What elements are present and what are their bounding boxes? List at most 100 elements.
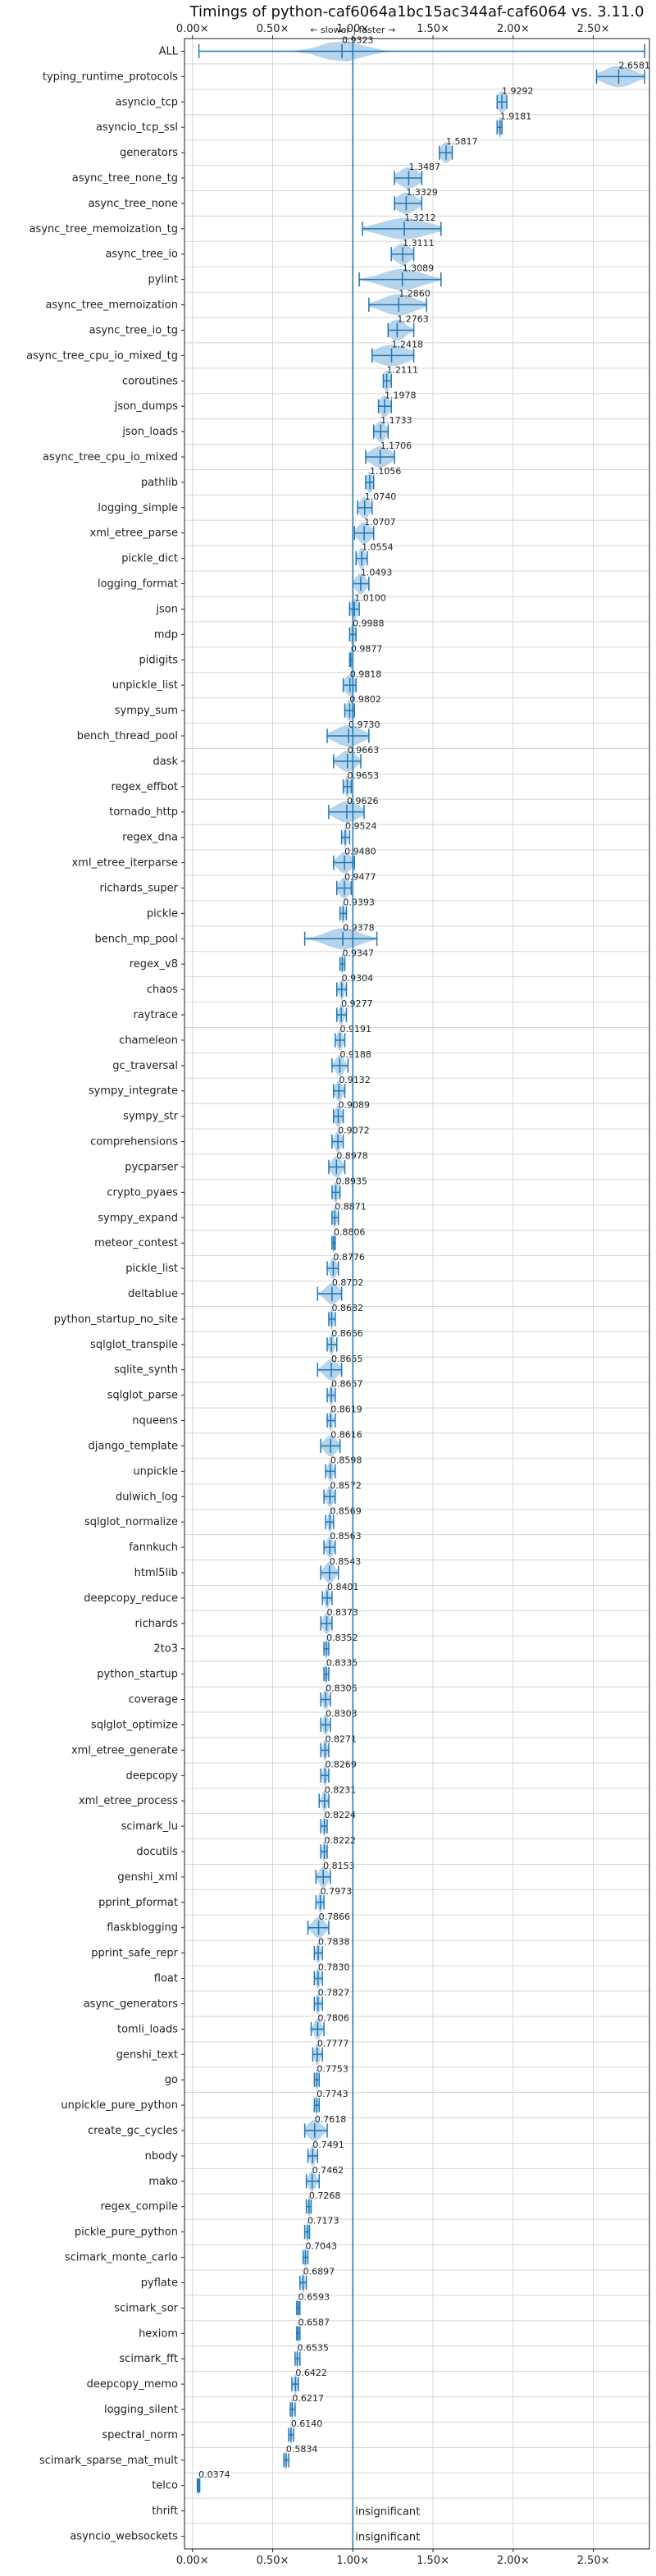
benchmark-label: async_generators <box>84 1998 179 2010</box>
benchmark-label: async_tree_io_tg <box>89 324 178 336</box>
benchmark-label: deepcopy <box>125 1770 178 1782</box>
benchmark-label: sqlglot_transpile <box>90 1339 178 1351</box>
value-label: 1.1056 <box>370 466 402 477</box>
benchmark-label: pickle <box>147 907 178 920</box>
value-label: 0.7743 <box>317 2089 348 2099</box>
value-label: 1.0740 <box>365 491 397 502</box>
value-label: 0.8598 <box>330 1455 362 1465</box>
value-label: 0.8572 <box>330 1480 362 1491</box>
benchmark-label: pathlib <box>141 477 178 489</box>
value-label: 0.8373 <box>326 1607 358 1618</box>
benchmark-label: raytrace <box>133 1009 178 1021</box>
x-tick-label-bottom: 0.00× <box>176 2555 209 2567</box>
benchmark-label: thrift <box>152 2505 178 2518</box>
x-tick-label-bottom: 0.50× <box>257 2555 289 2567</box>
benchmark-label: regex_dna <box>122 832 178 844</box>
value-label: 1.9292 <box>502 85 534 96</box>
benchmark-label: asyncio_tcp_ssl <box>96 121 178 134</box>
benchmark-label: unpickle <box>133 1465 178 1478</box>
benchmark-label: logging_silent <box>104 2404 178 2416</box>
value-label: 0.6897 <box>303 2267 335 2277</box>
value-label: 1.2111 <box>387 364 419 375</box>
value-label: 0.8935 <box>335 1176 367 1186</box>
benchmark-label: json <box>155 603 178 615</box>
benchmark-label: sympy_str <box>123 1111 178 1123</box>
benchmark-label: sqlite_synth <box>114 1364 178 1377</box>
benchmark-label: crypto_pyaes <box>107 1186 178 1199</box>
value-label: 0.6535 <box>298 2342 330 2353</box>
benchmark-label: go <box>165 2074 178 2086</box>
value-label: 0.7777 <box>317 2038 349 2048</box>
value-label: 0.7491 <box>312 2140 344 2150</box>
value-label: 0.9730 <box>348 719 380 730</box>
benchmark-label: dask <box>153 756 178 768</box>
benchmark-label: 2to3 <box>153 1643 178 1656</box>
benchmark-label: pickle_pure_python <box>75 2227 178 2239</box>
benchmark-label: coroutines <box>122 375 178 387</box>
value-label: 0.5834 <box>286 2444 318 2455</box>
value-label: 0.6217 <box>292 2393 324 2404</box>
benchmark-label: regex_v8 <box>130 958 178 971</box>
benchmark-label: scimark_sparse_mat_mult <box>39 2455 178 2467</box>
value-label: 0.8271 <box>325 1733 357 1744</box>
benchmark-label: async_tree_cpu_io_mixed_tg <box>26 349 178 362</box>
benchmark-label: xml_etree_generate <box>71 1744 178 1756</box>
benchmark-label: scimark_lu <box>121 1820 178 1833</box>
value-label: 0.8682 <box>332 1303 364 1313</box>
value-label: 0.9393 <box>343 897 375 907</box>
benchmark-label: sqlglot_optimize <box>91 1719 178 1731</box>
value-label: 0.9802 <box>349 694 381 705</box>
benchmark-label: sqlglot_parse <box>107 1390 178 1402</box>
benchmark-label: html5lib <box>134 1567 178 1579</box>
value-label: 1.5817 <box>446 136 478 147</box>
benchmark-label: scimark_fft <box>119 2353 178 2365</box>
value-label: 0.8306 <box>326 1683 358 1694</box>
benchmark-label: pycparser <box>125 1161 178 1173</box>
value-label: 0.8352 <box>326 1633 358 1643</box>
value-label: 0.9477 <box>344 872 376 883</box>
value-label: 0.8269 <box>325 1759 357 1770</box>
value-label: 0.8655 <box>331 1354 363 1364</box>
benchmark-label: richards <box>135 1618 179 1630</box>
value-label: 0.8619 <box>330 1404 362 1415</box>
benchmark-label: tornado_http <box>109 806 178 819</box>
x-tick-label-top: 0.00× <box>176 23 209 35</box>
value-label: 0.8222 <box>325 1835 357 1846</box>
benchmark-label: pprint_safe_repr <box>91 1948 178 1960</box>
benchmark-label: pickle_list <box>125 1263 178 1275</box>
benchmark-label: sympy_sum <box>115 705 178 717</box>
value-label: 0.7838 <box>318 1937 350 1948</box>
benchmark-label: logging_simple <box>98 502 178 514</box>
value-label: 0.8702 <box>332 1277 364 1288</box>
value-label: 0.9191 <box>339 1024 371 1035</box>
value-label: 1.2860 <box>399 289 430 299</box>
value-label: 0.7173 <box>308 2216 339 2227</box>
value-label: 0.7830 <box>318 1962 350 1973</box>
benchmark-label: mdp <box>154 628 178 641</box>
value-label: 1.1978 <box>385 390 417 400</box>
value-label: 0.9663 <box>348 745 380 756</box>
benchmark-label: async_tree_cpu_io_mixed <box>43 451 178 464</box>
value-label: 1.2763 <box>397 314 429 325</box>
value-label: 0.6587 <box>298 2317 330 2327</box>
value-label: 0.7618 <box>315 2114 347 2125</box>
benchmark-label: nqueens <box>132 1415 178 1427</box>
value-label: 1.3212 <box>404 212 436 223</box>
benchmark-label: asyncio_websockets <box>70 2531 178 2543</box>
value-label: 1.3089 <box>403 263 434 274</box>
x-tick-label-bottom: 1.00× <box>336 2555 369 2567</box>
benchmark-label: xml_etree_iterparse <box>71 857 178 870</box>
benchmark-label: pidigits <box>139 654 179 666</box>
value-label: 0.6422 <box>295 2368 327 2378</box>
benchmark-label: deepcopy_reduce <box>84 1592 178 1605</box>
value-label: 0.8153 <box>323 1861 355 1871</box>
value-label: 0.8569 <box>330 1505 362 1516</box>
x-tick-label-top: 2.50× <box>577 23 610 35</box>
value-label: 0.8335 <box>326 1658 358 1669</box>
value-label: 0.8776 <box>333 1252 365 1263</box>
benchmark-label: json_dumps <box>114 400 178 413</box>
direction-label: ← slower | faster → <box>310 25 395 35</box>
value-label: 1.3329 <box>406 187 438 198</box>
value-label: 2.6581 <box>618 60 650 71</box>
